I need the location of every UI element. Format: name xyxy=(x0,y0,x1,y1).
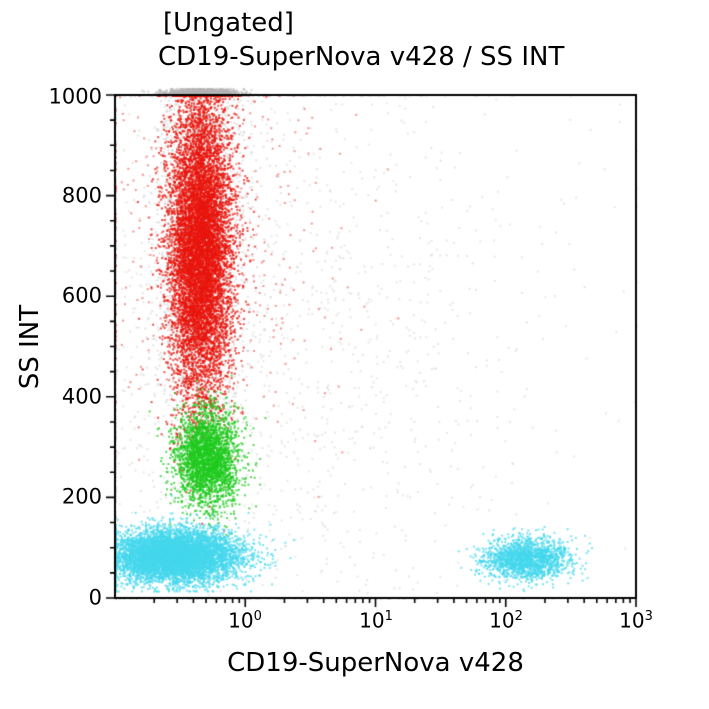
plot-title: CD19-SuperNova v428 / SS INT xyxy=(158,42,565,72)
x-tick-label: 103 xyxy=(619,608,653,633)
x-tick-label: 101 xyxy=(359,608,393,633)
y-tick-label: 0 xyxy=(88,585,102,610)
y-tick-label: 1000 xyxy=(48,84,102,109)
y-tick-label: 200 xyxy=(61,484,102,509)
gate-label: [Ungated] xyxy=(163,8,294,38)
y-tick-label: 600 xyxy=(61,283,102,308)
y-axis-label: SS INT xyxy=(15,304,45,390)
x-tick-label: 100 xyxy=(228,608,262,633)
x-tick-label: 102 xyxy=(489,608,523,633)
x-axis-label: CD19-SuperNova v428 xyxy=(227,648,524,678)
y-tick-label: 800 xyxy=(61,183,102,208)
y-tick-label: 400 xyxy=(61,384,102,409)
